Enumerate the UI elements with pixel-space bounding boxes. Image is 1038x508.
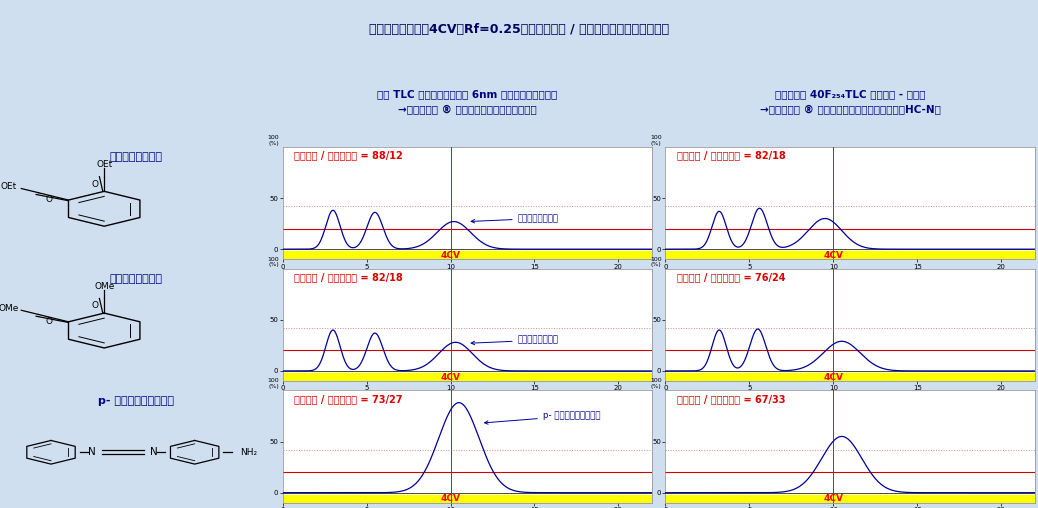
Text: O: O <box>46 196 52 204</box>
Text: 100
(%): 100 (%) <box>650 135 662 146</box>
Text: p- アミノアゾベンゼン: p- アミノアゾベンゼン <box>99 396 174 406</box>
Text: 100
(%): 100 (%) <box>267 257 279 268</box>
Text: 4CV: 4CV <box>440 251 461 260</box>
Text: OEt: OEt <box>0 182 17 191</box>
Text: N: N <box>149 447 158 457</box>
Bar <box>282 495 652 503</box>
Text: 100
(%): 100 (%) <box>267 378 279 389</box>
Text: フタル酸ジメチル: フタル酸ジメチル <box>471 336 558 345</box>
Text: 100
(%): 100 (%) <box>650 257 662 268</box>
Text: ヘキサン / 酢酸エチル = 82/18: ヘキサン / 酢酸エチル = 82/18 <box>677 150 786 160</box>
Text: 4CV: 4CV <box>823 372 843 382</box>
Text: NH₂: NH₂ <box>240 448 257 457</box>
Text: 図６．溶出条件＝4CV（Rf=0.25）、ヘキサン / 酢酸エチル系での分離比較: 図６．溶出条件＝4CV（Rf=0.25）、ヘキサン / 酢酸エチル系での分離比較 <box>368 23 670 36</box>
Bar <box>665 495 1035 503</box>
Text: ヘキサン / 酢酸エチル = 73/27: ヘキサン / 酢酸エチル = 73/27 <box>294 394 402 404</box>
Text: 100
(%): 100 (%) <box>267 135 279 146</box>
Bar <box>282 251 652 260</box>
Text: 4CV: 4CV <box>823 494 843 503</box>
Text: N: N <box>88 447 97 457</box>
Text: O: O <box>91 179 99 188</box>
Text: ヘキサン / 酢酸エチル = 88/12: ヘキサン / 酢酸エチル = 88/12 <box>294 150 403 160</box>
Text: 4CV: 4CV <box>440 372 461 382</box>
Text: フタル酸ジエチル: フタル酸ジエチル <box>471 214 558 223</box>
Text: ヘキサン / 酢酸エチル = 82/18: ヘキサン / 酢酸エチル = 82/18 <box>294 272 403 282</box>
Text: 一般 TLC プレート（細孔径 6nm シリカゲル塗布品）
→プレセップ ® （ルアーロック）シリカゲル: 一般 TLC プレート（細孔径 6nm シリカゲル塗布品） →プレセップ ® （… <box>377 89 557 114</box>
Text: 4CV: 4CV <box>440 494 461 503</box>
Text: O: O <box>91 301 99 310</box>
Text: OMe: OMe <box>94 281 114 291</box>
Text: 100
(%): 100 (%) <box>650 378 662 389</box>
Bar <box>665 251 1035 260</box>
Text: OEt: OEt <box>97 160 112 169</box>
Text: フタル酸ジエチル: フタル酸ジエチル <box>110 152 163 163</box>
Text: O: O <box>46 317 52 326</box>
Text: 4CV: 4CV <box>823 251 843 260</box>
Text: ヘキサン / 酢酸エチル = 76/24: ヘキサン / 酢酸エチル = 76/24 <box>677 272 785 282</box>
Bar <box>665 373 1035 381</box>
Text: シリカゲル 40F₂₅₄TLC プレート - ワコー
→プレセップ ® （ルアーロック）シリカゲル（HC-N）: シリカゲル 40F₂₅₄TLC プレート - ワコー →プレセップ ® （ルアー… <box>760 89 940 114</box>
Text: ヘキサン / 酢酸エチル = 67/33: ヘキサン / 酢酸エチル = 67/33 <box>677 394 785 404</box>
Text: OMe: OMe <box>0 304 19 313</box>
Text: フタル酸ジメチル: フタル酸ジメチル <box>110 274 163 284</box>
Text: p- アミノアゾベンゼン: p- アミノアゾベンゼン <box>485 411 600 424</box>
Bar <box>282 373 652 381</box>
